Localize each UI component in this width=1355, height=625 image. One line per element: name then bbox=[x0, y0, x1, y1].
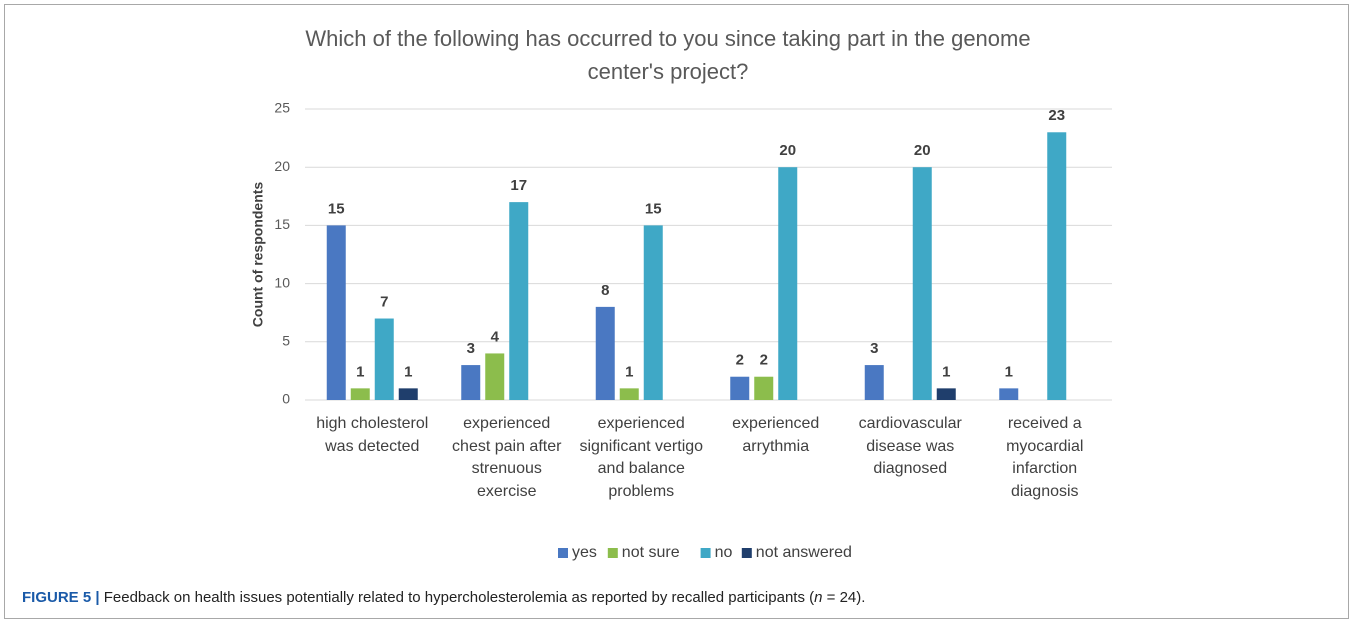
x-tick-label: experienced arrythmia bbox=[732, 415, 820, 455]
data-label: 1 bbox=[356, 363, 364, 380]
bar bbox=[485, 353, 505, 400]
bar bbox=[509, 202, 529, 400]
y-tick-label: 25 bbox=[274, 100, 290, 116]
legend-label: no bbox=[715, 544, 733, 561]
x-tick-label: cardiovascular disease was diagnosed bbox=[858, 415, 962, 477]
data-label: 3 bbox=[870, 340, 878, 357]
y-tick-label: 0 bbox=[282, 391, 290, 407]
figure-frame bbox=[4, 4, 1349, 619]
y-tick-label: 10 bbox=[274, 274, 290, 290]
bar bbox=[374, 318, 394, 400]
bar bbox=[461, 365, 481, 400]
data-label: 1 bbox=[942, 363, 950, 380]
x-tick-label: received a myocardial infarction diagnos… bbox=[1006, 415, 1084, 500]
data-label: 17 bbox=[510, 177, 527, 194]
bar bbox=[398, 388, 418, 400]
y-tick-label: 15 bbox=[274, 216, 290, 232]
data-label: 7 bbox=[380, 293, 388, 310]
data-label: 20 bbox=[779, 142, 796, 159]
y-tick-label: 5 bbox=[282, 333, 290, 349]
legend-label: not sure bbox=[622, 544, 680, 561]
bar bbox=[595, 306, 615, 400]
data-label: 2 bbox=[760, 352, 768, 369]
bar bbox=[730, 376, 750, 400]
caption-text: Feedback on health issues potentially re… bbox=[103, 589, 815, 606]
data-label: 1 bbox=[404, 363, 412, 380]
data-label: 3 bbox=[467, 340, 475, 357]
bar bbox=[619, 388, 639, 400]
bar bbox=[643, 225, 663, 400]
data-label: 23 bbox=[1048, 107, 1065, 124]
data-label: 2 bbox=[736, 352, 744, 369]
data-label: 8 bbox=[601, 282, 609, 299]
legend-label: yes bbox=[572, 544, 597, 561]
legend-swatch bbox=[607, 548, 618, 558]
y-tick-label: 20 bbox=[274, 158, 290, 174]
data-label: 15 bbox=[645, 200, 662, 217]
legend-swatch bbox=[741, 548, 752, 558]
bar bbox=[326, 225, 346, 400]
bar bbox=[936, 388, 956, 400]
caption-tail: = 24). bbox=[822, 589, 866, 606]
caption-label: FIGURE 5 | bbox=[22, 589, 100, 606]
caption-italic: n bbox=[814, 589, 823, 606]
bar bbox=[864, 365, 884, 400]
bar bbox=[1047, 132, 1067, 400]
legend-swatch bbox=[558, 548, 568, 558]
bar bbox=[350, 388, 370, 400]
bar bbox=[778, 167, 798, 400]
legend-label: not answered bbox=[756, 544, 852, 561]
data-label: 1 bbox=[625, 363, 633, 380]
bar bbox=[754, 376, 774, 400]
data-label: 4 bbox=[491, 328, 500, 345]
data-label: 1 bbox=[1005, 363, 1013, 380]
x-tick-label: experienced significant vertigo and bala… bbox=[579, 415, 704, 500]
x-tick-label: experienced chest pain after strenuous e… bbox=[452, 415, 562, 500]
bar bbox=[912, 167, 932, 400]
data-label: 20 bbox=[914, 142, 931, 159]
x-tick-label: high cholesterol was detected bbox=[316, 415, 429, 455]
data-label: 15 bbox=[328, 200, 345, 217]
y-axis-label: Count of respondents bbox=[250, 182, 266, 328]
legend-swatch bbox=[700, 548, 711, 558]
bar bbox=[999, 388, 1019, 400]
chart-title: Which of the following has occurred to y… bbox=[305, 26, 1031, 84]
caption: FIGURE 5 | Feedback on health issues pot… bbox=[22, 589, 865, 606]
